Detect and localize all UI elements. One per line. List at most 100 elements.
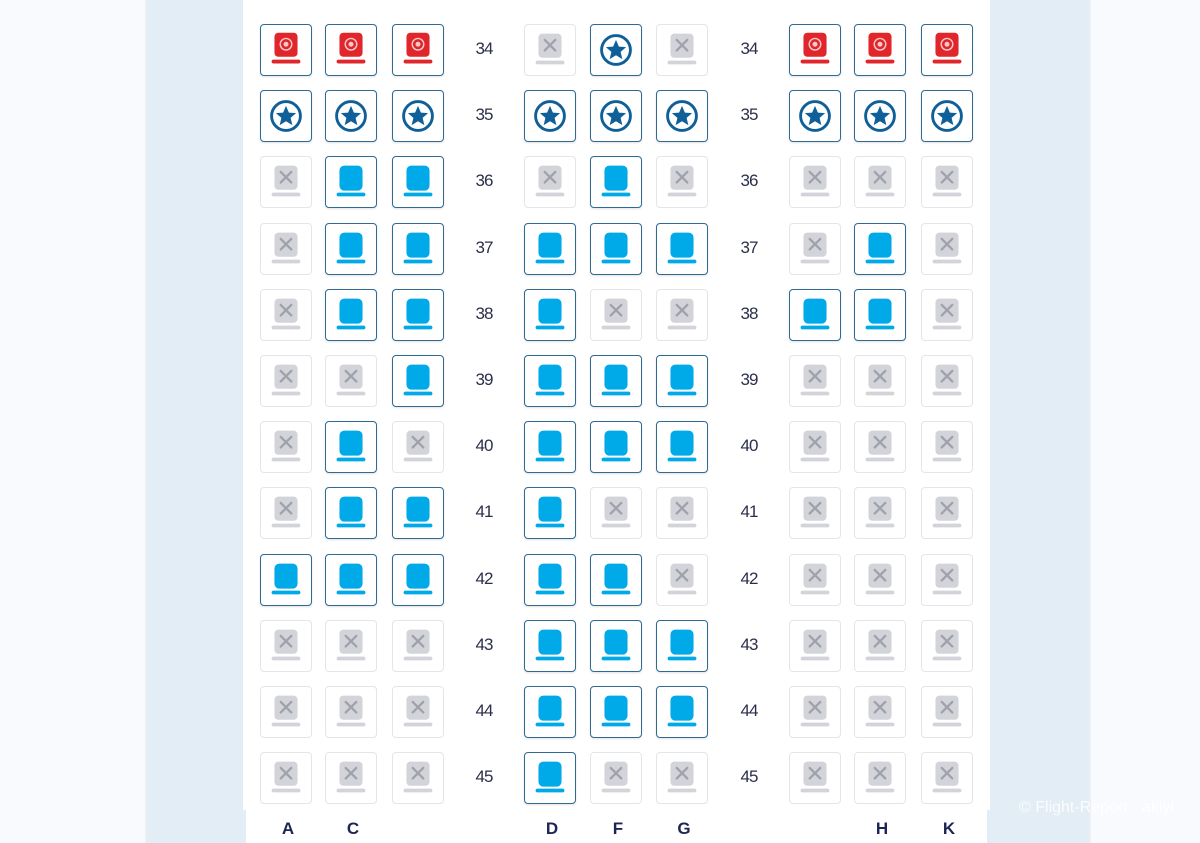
available-seat[interactable]	[590, 156, 642, 209]
available-seat[interactable]	[524, 288, 576, 341]
available-seat[interactable]	[392, 222, 444, 275]
unavailable-seat	[260, 619, 312, 672]
available-seat[interactable]	[656, 619, 708, 672]
row-number: 41	[475, 502, 494, 522]
extra-legroom-seat[interactable]	[590, 24, 642, 76]
premium-seat[interactable]	[260, 24, 312, 76]
seat-icon	[601, 364, 631, 396]
available-seat[interactable]	[392, 288, 444, 341]
seat-unavailable-icon	[800, 430, 830, 462]
unavailable-seat	[392, 421, 444, 474]
available-seat[interactable]	[325, 487, 377, 540]
extra-legroom-seat[interactable]	[524, 90, 576, 143]
unavailable-seat	[854, 156, 906, 209]
available-seat[interactable]	[656, 686, 708, 738]
unavailable-seat	[789, 487, 841, 540]
available-seat[interactable]	[325, 421, 377, 474]
available-seat[interactable]	[590, 553, 642, 606]
unavailable-seat	[656, 24, 708, 76]
seat-unavailable-icon	[535, 33, 565, 65]
available-seat[interactable]	[524, 686, 576, 738]
seat-icon	[800, 298, 830, 330]
extra-legroom-seat[interactable]	[921, 90, 973, 143]
star-icon	[270, 100, 302, 133]
available-seat[interactable]	[524, 222, 576, 275]
unavailable-seat	[260, 421, 312, 474]
available-seat[interactable]	[524, 487, 576, 540]
row-number: 45	[475, 767, 494, 787]
seat-icon	[667, 695, 697, 727]
available-seat[interactable]	[325, 553, 377, 606]
available-seat[interactable]	[590, 222, 642, 275]
column-label-bar	[246, 810, 987, 843]
seat-unavailable-icon	[932, 497, 962, 528]
premium-seat[interactable]	[921, 24, 973, 76]
available-seat[interactable]	[656, 222, 708, 275]
available-seat[interactable]	[392, 156, 444, 209]
extra-legroom-seat[interactable]	[789, 90, 841, 143]
star-icon	[864, 100, 896, 133]
available-seat[interactable]	[590, 355, 642, 407]
column-label: A	[281, 819, 295, 838]
available-seat[interactable]	[854, 222, 906, 275]
available-seat[interactable]	[325, 288, 377, 341]
available-seat[interactable]	[392, 355, 444, 407]
watermark: © Flight-Report - akiyi	[1019, 799, 1174, 816]
unavailable-seat	[656, 487, 708, 540]
available-seat[interactable]	[524, 752, 576, 805]
seat-icon	[667, 364, 697, 396]
premium-seat[interactable]	[854, 24, 906, 76]
seat-unavailable-icon	[271, 232, 301, 264]
seat-icon	[336, 497, 366, 528]
available-seat[interactable]	[590, 421, 642, 474]
extra-legroom-seat[interactable]	[590, 90, 642, 143]
unavailable-seat	[656, 752, 708, 805]
seat-unavailable-icon	[932, 430, 962, 462]
unavailable-seat	[921, 686, 973, 738]
available-seat[interactable]	[325, 156, 377, 209]
seat-unavailable-icon	[601, 298, 631, 330]
extra-legroom-seat[interactable]	[325, 90, 377, 143]
available-seat[interactable]	[789, 288, 841, 341]
seat-icon	[403, 364, 433, 396]
extra-legroom-seat[interactable]	[260, 90, 312, 143]
seat-icon	[535, 761, 565, 793]
available-seat[interactable]	[524, 553, 576, 606]
seat-unavailable-icon	[271, 298, 301, 330]
available-seat[interactable]	[524, 421, 576, 474]
seat-icon	[403, 298, 433, 330]
available-seat[interactable]	[524, 619, 576, 672]
available-seat[interactable]	[590, 619, 642, 672]
unavailable-seat	[656, 156, 708, 209]
row-number: 37	[740, 237, 759, 257]
premium-seat[interactable]	[789, 24, 841, 76]
seat-unavailable-icon	[271, 364, 301, 396]
unavailable-seat	[854, 355, 906, 407]
premium-seat[interactable]	[392, 24, 444, 76]
row-number: 40	[740, 436, 759, 456]
unavailable-seat	[260, 752, 312, 805]
available-seat[interactable]	[524, 355, 576, 407]
available-seat[interactable]	[325, 222, 377, 275]
extra-legroom-seat[interactable]	[854, 90, 906, 143]
seat-icon	[271, 563, 301, 595]
seat-unavailable-icon	[601, 761, 631, 793]
unavailable-seat	[325, 686, 377, 738]
available-seat[interactable]	[656, 355, 708, 407]
available-seat[interactable]	[260, 553, 312, 606]
seat-unavailable-icon	[271, 695, 301, 727]
available-seat[interactable]	[590, 686, 642, 738]
extra-legroom-seat[interactable]	[392, 90, 444, 143]
seat-unavailable-icon	[932, 364, 962, 396]
available-seat[interactable]	[854, 288, 906, 341]
unavailable-seat	[921, 487, 973, 540]
seat-icon	[403, 166, 433, 197]
column-label: K	[942, 819, 956, 838]
available-seat[interactable]	[392, 487, 444, 540]
extra-legroom-seat[interactable]	[656, 90, 708, 143]
available-seat[interactable]	[656, 421, 708, 474]
unavailable-seat	[921, 288, 973, 341]
premium-seat[interactable]	[325, 24, 377, 76]
available-seat[interactable]	[392, 553, 444, 606]
seat-unavailable-icon	[667, 33, 697, 65]
